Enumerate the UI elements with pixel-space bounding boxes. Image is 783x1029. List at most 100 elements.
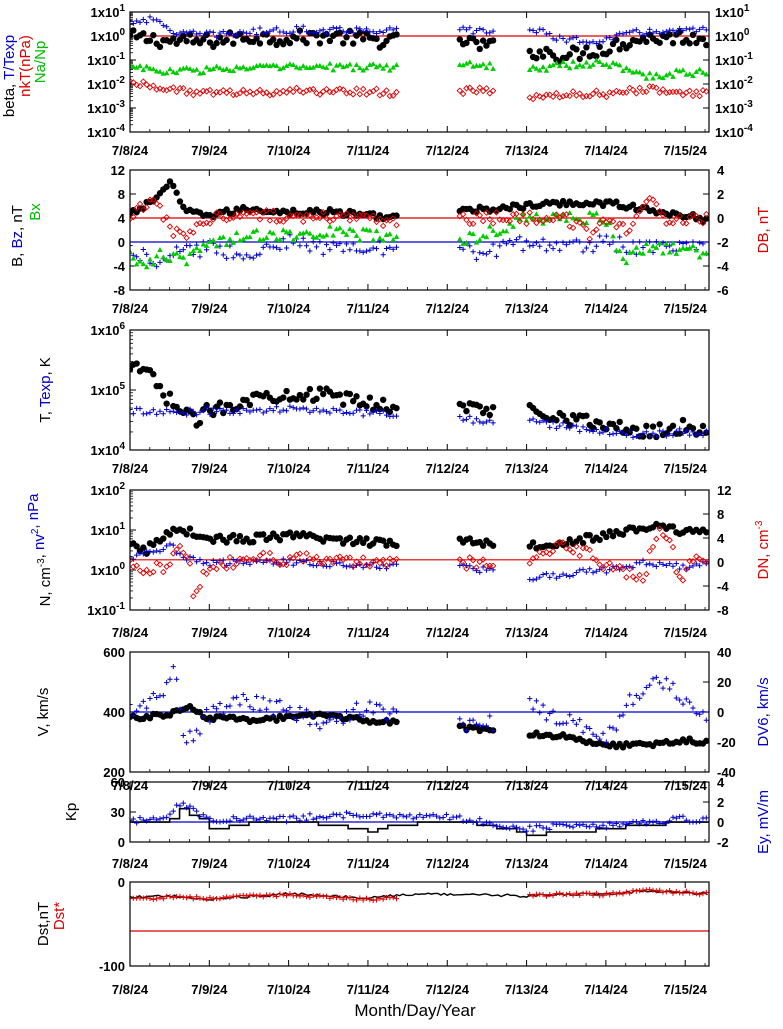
data-point [473, 239, 480, 245]
data-point [583, 225, 590, 233]
data-point [206, 39, 214, 46]
data-point [206, 86, 214, 94]
data-point [266, 92, 274, 99]
data-point [303, 406, 310, 412]
data-point [480, 250, 486, 257]
data-point [703, 71, 709, 77]
data-point [467, 413, 473, 419]
data-point [643, 198, 650, 205]
data-point [403, 814, 410, 820]
data-point [489, 403, 497, 411]
data-point [164, 814, 170, 820]
data-point [666, 31, 673, 38]
data-point [240, 817, 246, 823]
data-point [297, 29, 303, 35]
data-point [583, 427, 589, 433]
data-point [316, 385, 324, 392]
y-axis-label-3: Na/Np [32, 41, 49, 84]
data-point [613, 32, 619, 38]
data-point [360, 226, 366, 232]
data-point [176, 198, 184, 205]
data-point [669, 543, 677, 551]
data-point [337, 560, 343, 566]
data-point [330, 67, 337, 73]
data-point [367, 896, 373, 903]
data-point [616, 62, 623, 68]
data-point [273, 87, 280, 95]
y-tick-label: 0 [118, 235, 125, 250]
data-point [527, 27, 533, 33]
data-point [379, 396, 387, 404]
data-point [359, 36, 367, 43]
data-point [537, 243, 543, 249]
data-point [643, 821, 649, 827]
data-point [679, 416, 687, 424]
data-point [360, 413, 366, 419]
data-point [150, 82, 157, 89]
y-tick-label: 1x10-1 [87, 601, 125, 618]
data-point [616, 248, 623, 254]
data-point [163, 214, 170, 221]
data-point [310, 714, 316, 720]
data-point [387, 811, 393, 818]
data-point [130, 79, 137, 86]
data-point [533, 553, 540, 561]
data-point [153, 68, 160, 74]
data-point [663, 89, 670, 97]
data-point [610, 59, 616, 65]
data-point [669, 422, 677, 429]
data-point [300, 813, 306, 819]
data-point [130, 64, 137, 70]
data-point [230, 68, 237, 74]
data-point [297, 243, 303, 249]
data-point [676, 212, 683, 220]
data-point [553, 425, 559, 431]
data-point [163, 257, 170, 263]
data-point [633, 244, 640, 250]
data-point [174, 676, 180, 682]
data-point [247, 813, 253, 819]
data-point [360, 897, 366, 903]
data-point [174, 802, 180, 808]
data-point [224, 407, 230, 413]
data-point [260, 695, 266, 701]
data-point [609, 218, 617, 225]
data-point [626, 227, 633, 234]
data-point [669, 40, 677, 47]
data-point [144, 411, 150, 417]
data-point [317, 232, 323, 238]
data-point [626, 42, 633, 49]
data-point [286, 85, 294, 93]
data-point [140, 78, 147, 85]
x-tick-label: 7/12/24 [426, 143, 470, 158]
data-point [607, 567, 613, 573]
data-point [197, 409, 203, 415]
data-point [673, 428, 679, 434]
data-point [529, 95, 537, 103]
data-point [319, 560, 327, 567]
data-point [593, 733, 599, 739]
data-point [463, 728, 470, 734]
data-point [353, 215, 360, 223]
data-point [190, 28, 196, 34]
data-point [283, 707, 290, 714]
data-point [530, 242, 536, 249]
data-point [629, 220, 637, 228]
data-point [263, 62, 270, 68]
data-point [616, 418, 623, 426]
data-point [456, 87, 464, 94]
data-point [390, 246, 396, 252]
data-point [463, 60, 470, 66]
data-point [467, 243, 473, 249]
data-point [316, 91, 324, 98]
data-point [653, 71, 660, 77]
data-point [307, 561, 313, 568]
data-point [673, 250, 680, 256]
data-point [690, 429, 696, 435]
data-point [330, 232, 337, 238]
data-point [677, 426, 683, 432]
data-point [470, 31, 476, 37]
data-point [270, 408, 276, 414]
data-point [680, 245, 686, 251]
data-point [130, 563, 137, 570]
